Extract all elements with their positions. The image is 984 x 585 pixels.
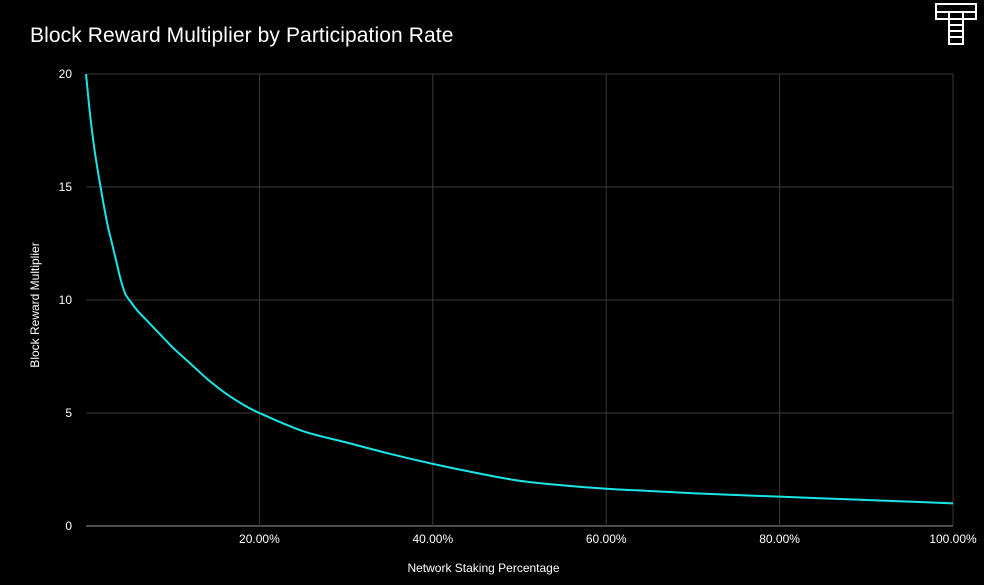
x-tick-label: 60.00% <box>586 532 627 546</box>
x-axis-title: Network Staking Percentage <box>407 561 559 575</box>
y-tick-label: 0 <box>65 519 72 533</box>
t-logo-icon <box>935 3 977 45</box>
x-tick-label: 40.00% <box>412 532 453 546</box>
y-tick-label: 10 <box>59 293 73 307</box>
y-tick-label: 5 <box>65 406 72 420</box>
x-tick-label: 20.00% <box>239 532 280 546</box>
y-axis-title: Block Reward Multiplier <box>28 242 42 367</box>
x-tick-label: 80.00% <box>759 532 800 546</box>
series-line <box>85 73 954 505</box>
chart-title: Block Reward Multiplier by Participation… <box>30 24 454 47</box>
x-tick-label: 100.00% <box>929 532 977 546</box>
y-tick-label: 15 <box>59 180 73 194</box>
y-tick-label: 20 <box>59 67 73 81</box>
